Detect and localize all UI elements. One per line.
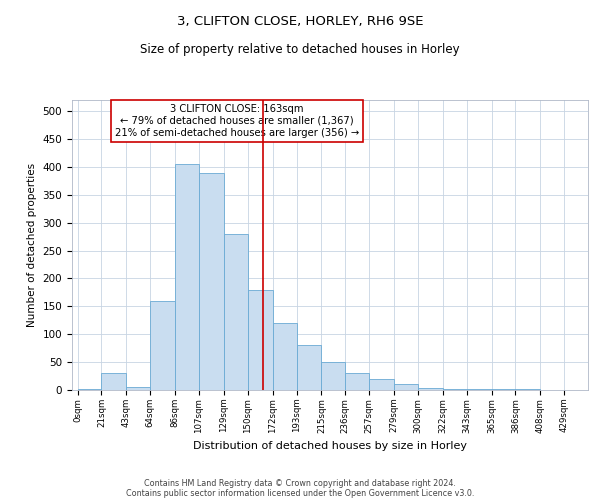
Bar (224, 234, 248, 390)
Bar (346, 374, 369, 390)
Bar (322, 362, 346, 390)
Bar (101, 374, 127, 390)
Bar (273, 323, 296, 390)
Bar (394, 384, 418, 390)
Text: Contains HM Land Registry data © Crown copyright and database right 2024.: Contains HM Land Registry data © Crown c… (144, 478, 456, 488)
Text: 3 CLIFTON CLOSE: 163sqm
← 79% of detached houses are smaller (1,367)
21% of semi: 3 CLIFTON CLOSE: 163sqm ← 79% of detache… (115, 104, 359, 138)
Bar (418, 388, 443, 390)
Bar (150, 301, 175, 390)
Text: Contains public sector information licensed under the Open Government Licence v3: Contains public sector information licen… (126, 488, 474, 498)
X-axis label: Distribution of detached houses by size in Horley: Distribution of detached houses by size … (193, 441, 467, 451)
Bar (369, 379, 394, 390)
Bar (199, 172, 224, 390)
Y-axis label: Number of detached properties: Number of detached properties (27, 163, 37, 327)
Bar (443, 389, 467, 390)
Bar (248, 290, 273, 390)
Text: 3, CLIFTON CLOSE, HORLEY, RH6 9SE: 3, CLIFTON CLOSE, HORLEY, RH6 9SE (177, 15, 423, 28)
Bar (77, 389, 101, 390)
Bar (175, 164, 199, 390)
Bar (127, 387, 150, 390)
Bar (296, 346, 322, 390)
Text: Size of property relative to detached houses in Horley: Size of property relative to detached ho… (140, 42, 460, 56)
